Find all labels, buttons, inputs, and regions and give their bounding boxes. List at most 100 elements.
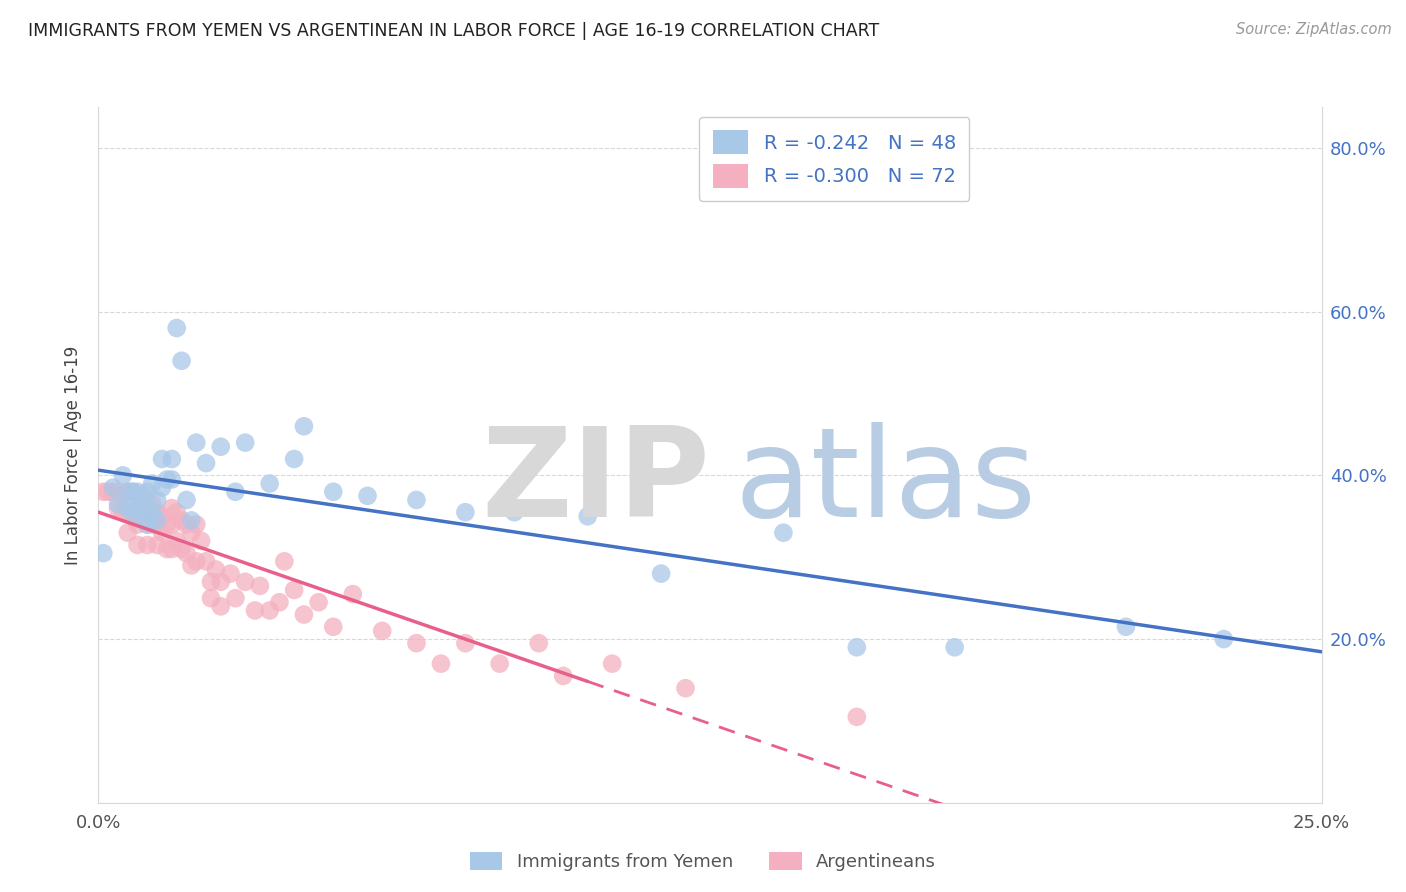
Point: [292, 607, 315, 622]
Point: [200, 574, 222, 589]
Point: [101, 481, 124, 495]
Point: [190, 533, 212, 548]
Point: [1212, 632, 1234, 646]
Point: [186, 517, 208, 532]
Point: [117, 484, 139, 499]
Point: [249, 579, 271, 593]
Point: [170, 513, 193, 527]
Point: [186, 554, 208, 568]
Point: [224, 591, 246, 606]
Point: [1115, 620, 1137, 634]
Point: [121, 484, 143, 499]
Point: [156, 542, 179, 557]
Point: [131, 489, 153, 503]
Point: [259, 603, 281, 617]
Point: [127, 538, 149, 552]
Point: [186, 435, 208, 450]
Point: [430, 657, 453, 671]
Point: [943, 640, 966, 655]
Point: [209, 440, 232, 454]
Point: [146, 538, 169, 552]
Point: [141, 497, 163, 511]
Point: [117, 484, 139, 499]
Point: [117, 501, 139, 516]
Point: [160, 542, 183, 557]
Point: [322, 484, 344, 499]
Point: [170, 542, 193, 557]
Point: [195, 456, 218, 470]
Text: ZIP: ZIP: [481, 422, 710, 543]
Point: [156, 473, 179, 487]
Legend: Immigrants from Yemen, Argentineans: Immigrants from Yemen, Argentineans: [463, 845, 943, 879]
Point: [131, 492, 153, 507]
Point: [195, 554, 218, 568]
Point: [283, 582, 305, 597]
Point: [160, 517, 183, 532]
Point: [209, 574, 232, 589]
Point: [131, 513, 153, 527]
Point: [176, 492, 198, 507]
Point: [176, 546, 198, 560]
Point: [146, 492, 169, 507]
Legend: R = -0.242   N = 48, R = -0.300   N = 72: R = -0.242 N = 48, R = -0.300 N = 72: [699, 117, 969, 202]
Point: [576, 509, 599, 524]
Point: [342, 587, 364, 601]
Point: [259, 476, 281, 491]
Point: [273, 554, 295, 568]
Point: [156, 517, 179, 532]
Point: [233, 574, 256, 589]
Point: [136, 501, 159, 516]
Point: [160, 473, 183, 487]
Point: [454, 505, 477, 519]
Point: [91, 546, 114, 560]
Point: [600, 657, 623, 671]
Point: [117, 525, 139, 540]
Point: [136, 538, 159, 552]
Point: [454, 636, 477, 650]
Text: Source: ZipAtlas.com: Source: ZipAtlas.com: [1236, 22, 1392, 37]
Point: [121, 484, 143, 499]
Point: [111, 505, 134, 519]
Point: [205, 562, 228, 576]
Point: [180, 513, 202, 527]
Point: [200, 591, 222, 606]
Point: [180, 525, 202, 540]
Point: [180, 558, 202, 573]
Point: [308, 595, 330, 609]
Point: [160, 452, 183, 467]
Point: [772, 525, 794, 540]
Point: [127, 484, 149, 499]
Point: [150, 525, 173, 540]
Point: [166, 505, 188, 519]
Point: [141, 505, 163, 519]
Point: [166, 321, 188, 335]
Point: [136, 517, 159, 532]
Point: [371, 624, 394, 638]
Point: [97, 484, 120, 499]
Point: [675, 681, 697, 696]
Point: [503, 505, 526, 519]
Text: IMMIGRANTS FROM YEMEN VS ARGENTINEAN IN LABOR FORCE | AGE 16-19 CORRELATION CHAR: IMMIGRANTS FROM YEMEN VS ARGENTINEAN IN …: [28, 22, 879, 40]
Point: [101, 484, 124, 499]
Point: [650, 566, 672, 581]
Point: [150, 481, 173, 495]
Point: [127, 501, 149, 516]
Point: [131, 509, 153, 524]
Point: [136, 484, 159, 499]
Point: [243, 603, 266, 617]
Point: [160, 501, 183, 516]
Point: [845, 640, 868, 655]
Point: [176, 517, 198, 532]
Point: [121, 505, 143, 519]
Point: [150, 452, 173, 467]
Text: atlas: atlas: [734, 422, 1036, 543]
Point: [233, 435, 256, 450]
Point: [107, 501, 129, 516]
Point: [121, 509, 143, 524]
Point: [527, 636, 550, 650]
Point: [111, 468, 134, 483]
Point: [136, 517, 159, 532]
Point: [111, 489, 134, 503]
Point: [127, 517, 149, 532]
Point: [141, 476, 163, 491]
